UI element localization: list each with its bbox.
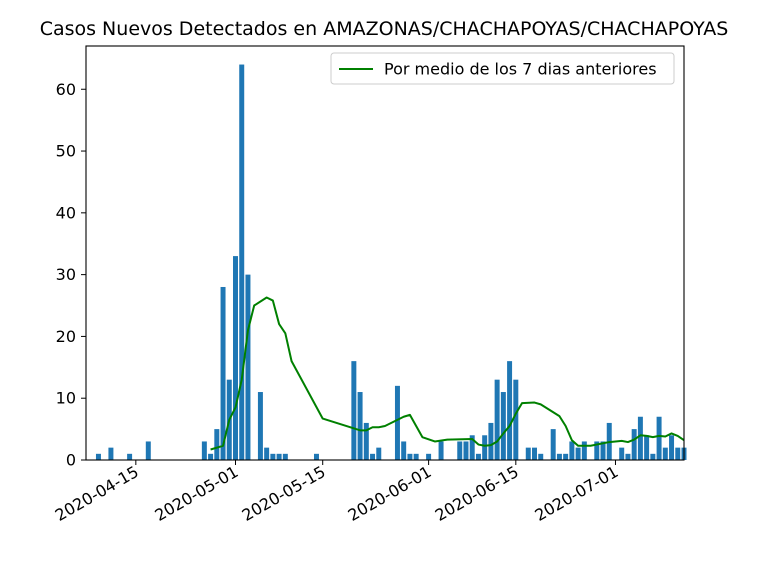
bar [656, 416, 662, 460]
bar [600, 441, 606, 460]
bar [532, 447, 537, 460]
bar-series [95, 64, 687, 460]
bar [413, 453, 419, 460]
bar [276, 453, 282, 460]
bar [563, 453, 569, 460]
bar [208, 453, 214, 460]
bar [513, 379, 519, 460]
bar [438, 441, 444, 460]
legend-label: Por medio de los 7 dias anteriores [384, 60, 657, 79]
y-tick-label: 50 [56, 142, 76, 161]
axes-frame [85, 45, 685, 461]
bar [488, 422, 494, 460]
bar [662, 447, 668, 460]
bar [376, 447, 382, 460]
bar [370, 453, 376, 460]
bar [550, 429, 556, 460]
bar [594, 441, 600, 460]
bar [538, 453, 544, 460]
bar [108, 447, 114, 460]
bar [257, 392, 263, 460]
legend: Por medio de los 7 dias anteriores [330, 52, 675, 85]
bar [637, 416, 643, 460]
y-tick-label: 60 [56, 80, 76, 99]
bar [313, 453, 319, 460]
bar [239, 64, 245, 460]
bar [507, 361, 513, 460]
y-tick-label: 0 [66, 451, 76, 470]
bar [625, 453, 631, 460]
bar [233, 256, 238, 460]
bar [282, 453, 288, 460]
bar [401, 441, 407, 460]
bar [619, 447, 625, 460]
bar [644, 435, 650, 460]
bar [201, 441, 207, 460]
bar [675, 447, 681, 460]
chart-title: Casos Nuevos Detectados en AMAZONAS/CHAC… [40, 18, 729, 40]
bar [569, 441, 575, 460]
bar [270, 453, 276, 460]
bar [463, 441, 469, 460]
moving-average-line [210, 296, 685, 451]
bar [245, 274, 251, 460]
bar [214, 429, 220, 460]
bar [426, 453, 432, 460]
bar [264, 447, 270, 460]
bar [220, 286, 226, 460]
y-tick-label: 40 [56, 203, 76, 222]
bar [475, 453, 481, 460]
line-series [210, 296, 685, 451]
bar [457, 441, 463, 460]
bar [95, 453, 101, 460]
legend-box [330, 52, 675, 85]
bar [351, 361, 357, 460]
bar [494, 379, 500, 460]
bar [407, 453, 413, 460]
bar [500, 392, 506, 460]
bar [127, 453, 133, 460]
bar [482, 435, 488, 460]
bar [575, 447, 581, 460]
bar [394, 385, 400, 460]
bar [525, 447, 531, 460]
bar [556, 453, 562, 460]
y-tick-label: 20 [56, 327, 76, 346]
bar [357, 392, 363, 460]
y-tick-label: 30 [56, 265, 76, 284]
bar [669, 435, 675, 460]
bar [581, 441, 587, 460]
plot-area [96, 46, 684, 460]
bar [363, 422, 369, 460]
bar [650, 453, 656, 460]
y-tick-label: 10 [56, 389, 76, 408]
bar [631, 429, 637, 460]
bar [145, 441, 151, 460]
bar [469, 435, 475, 460]
